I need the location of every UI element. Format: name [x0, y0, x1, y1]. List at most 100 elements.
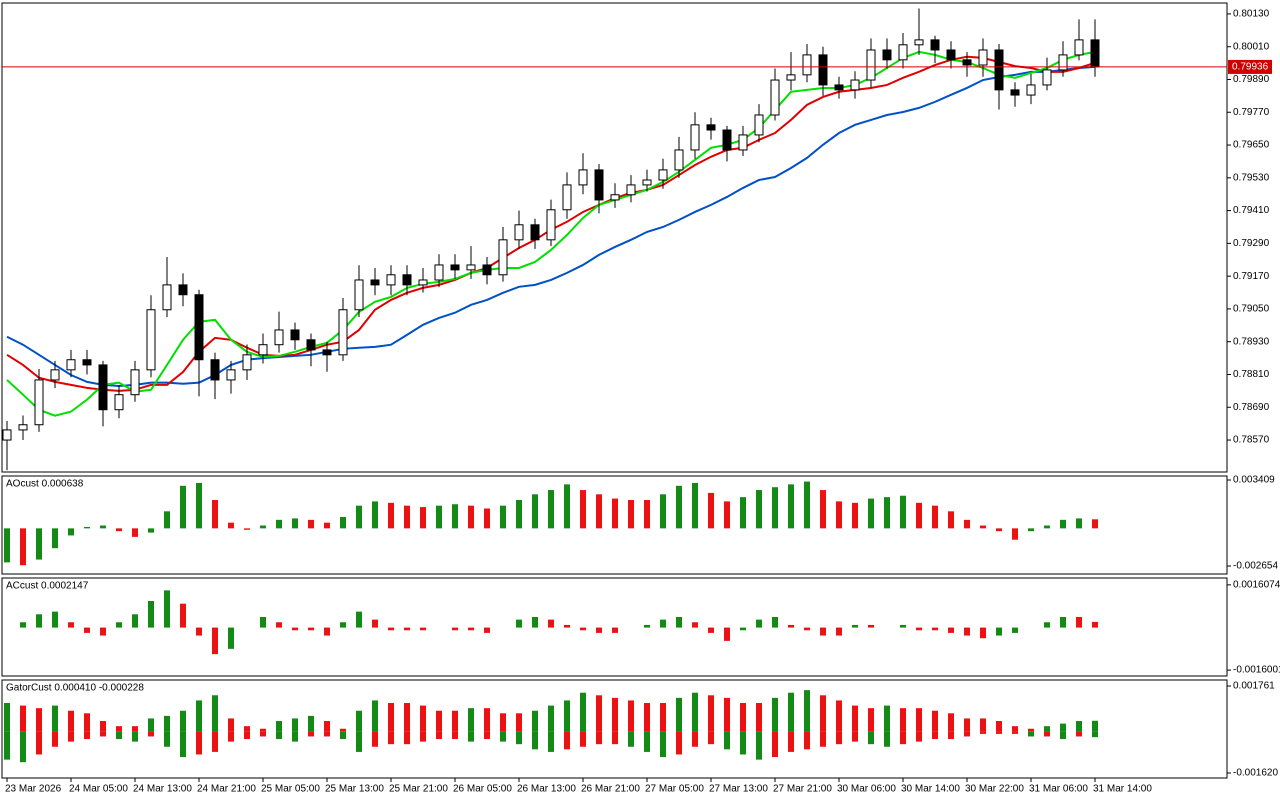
histogram-bar	[788, 624, 794, 628]
y-tick-label: 0.78690	[1233, 402, 1270, 413]
candle-body	[50, 369, 60, 381]
gator-bar	[180, 710, 186, 732]
histogram-bar	[212, 627, 218, 655]
gator-bar	[340, 731, 346, 740]
gator-bar	[260, 728, 266, 732]
histogram-bar	[148, 601, 154, 628]
y-tick-label: 0.003409	[1233, 475, 1275, 486]
gator-bar	[660, 703, 666, 732]
x-tick-label: 24 Mar 13:00	[133, 784, 192, 795]
gator-bar	[692, 692, 698, 732]
histogram-bar	[1044, 622, 1050, 628]
histogram-bar	[932, 627, 938, 631]
histogram-bar	[132, 614, 138, 628]
histogram-bar	[996, 627, 1002, 636]
gator-bar	[596, 731, 602, 745]
candle-body	[386, 274, 396, 286]
candle-body	[1090, 39, 1100, 68]
gator-bar	[372, 731, 378, 747]
x-tick-label: 31 Mar 14:00	[1093, 784, 1152, 795]
histogram-bar	[596, 494, 602, 529]
histogram-bar	[68, 528, 74, 536]
gator-bar	[1076, 731, 1082, 737]
histogram-bar	[740, 497, 746, 529]
gator-bar	[788, 692, 794, 732]
gator-bar	[932, 731, 938, 740]
gator-bar	[564, 700, 570, 732]
gator-bar	[612, 731, 618, 745]
x-tick-label: 31 Mar 06:00	[1029, 784, 1088, 795]
gator-bar	[804, 690, 810, 732]
candle-body	[418, 279, 428, 286]
histogram-bar	[372, 619, 378, 628]
candle-body	[914, 39, 924, 46]
gator-bar	[756, 703, 762, 732]
y-tick-label: 0.78570	[1233, 435, 1270, 446]
candle-body	[786, 74, 796, 81]
panel-title: AOcust 0.000638	[6, 479, 84, 490]
histogram-bar	[20, 622, 26, 628]
histogram-bar	[420, 507, 426, 529]
gator-bar	[228, 718, 234, 732]
candle-body	[578, 169, 588, 186]
histogram-bar	[20, 528, 26, 566]
histogram-bar	[964, 627, 970, 636]
gator-bar	[916, 708, 922, 732]
candle-body	[370, 279, 380, 286]
gator-bar	[452, 710, 458, 732]
y-tick-label: 0.79650	[1233, 140, 1270, 151]
candle-body	[626, 184, 636, 196]
gator-bar	[388, 703, 394, 732]
histogram-bar	[324, 522, 330, 529]
histogram-bar	[916, 502, 922, 529]
histogram-bar	[644, 499, 650, 529]
x-tick-label: 26 Mar 13:00	[517, 784, 576, 795]
histogram-bar	[900, 495, 906, 529]
histogram-bar	[1076, 616, 1082, 628]
histogram-bar	[436, 505, 442, 529]
histogram-bar	[932, 505, 938, 529]
ao-panel	[1, 475, 1228, 575]
histogram-bar	[756, 619, 762, 628]
gator-bar	[644, 703, 650, 732]
gator-bar	[1028, 731, 1034, 737]
y-tick-label: 0.79530	[1233, 172, 1270, 183]
candle-body	[274, 329, 284, 346]
gator-bar	[676, 697, 682, 732]
histogram-bar	[548, 490, 554, 529]
histogram-bar	[420, 627, 426, 631]
histogram-bar	[852, 502, 858, 529]
histogram-bar	[820, 627, 826, 636]
candle-body	[338, 309, 348, 356]
gator-bar	[724, 731, 730, 750]
gator-bar	[884, 705, 890, 732]
gator-panel	[1, 679, 1228, 779]
y-tick-label: 0.78930	[1233, 336, 1270, 347]
gator-bar	[1044, 726, 1050, 732]
histogram-bar	[676, 485, 682, 529]
gator-bar	[420, 731, 426, 742]
gator-bar	[1044, 731, 1050, 737]
histogram-bar	[1044, 525, 1050, 529]
gator-bar	[740, 731, 746, 755]
gator-bar	[148, 731, 154, 737]
candle-body	[594, 169, 604, 201]
gator-bar	[212, 695, 218, 732]
indicator-line	[6, 50, 1096, 417]
y-tick-label: 0.79770	[1233, 107, 1270, 118]
histogram-bar	[980, 627, 986, 639]
candle-body	[962, 59, 972, 66]
histogram-bar	[340, 622, 346, 628]
gator-bar	[852, 705, 858, 732]
candle-body	[738, 134, 748, 151]
gator-bar	[324, 731, 330, 737]
gator-bar	[404, 703, 410, 732]
candle-body	[546, 209, 556, 241]
gator-bar	[1012, 726, 1018, 732]
histogram-bar	[276, 519, 282, 529]
gator-bar	[692, 731, 698, 747]
candle-body	[290, 329, 300, 341]
gator-bar	[708, 695, 714, 732]
gator-bar	[132, 731, 138, 742]
gator-bar	[164, 731, 170, 747]
